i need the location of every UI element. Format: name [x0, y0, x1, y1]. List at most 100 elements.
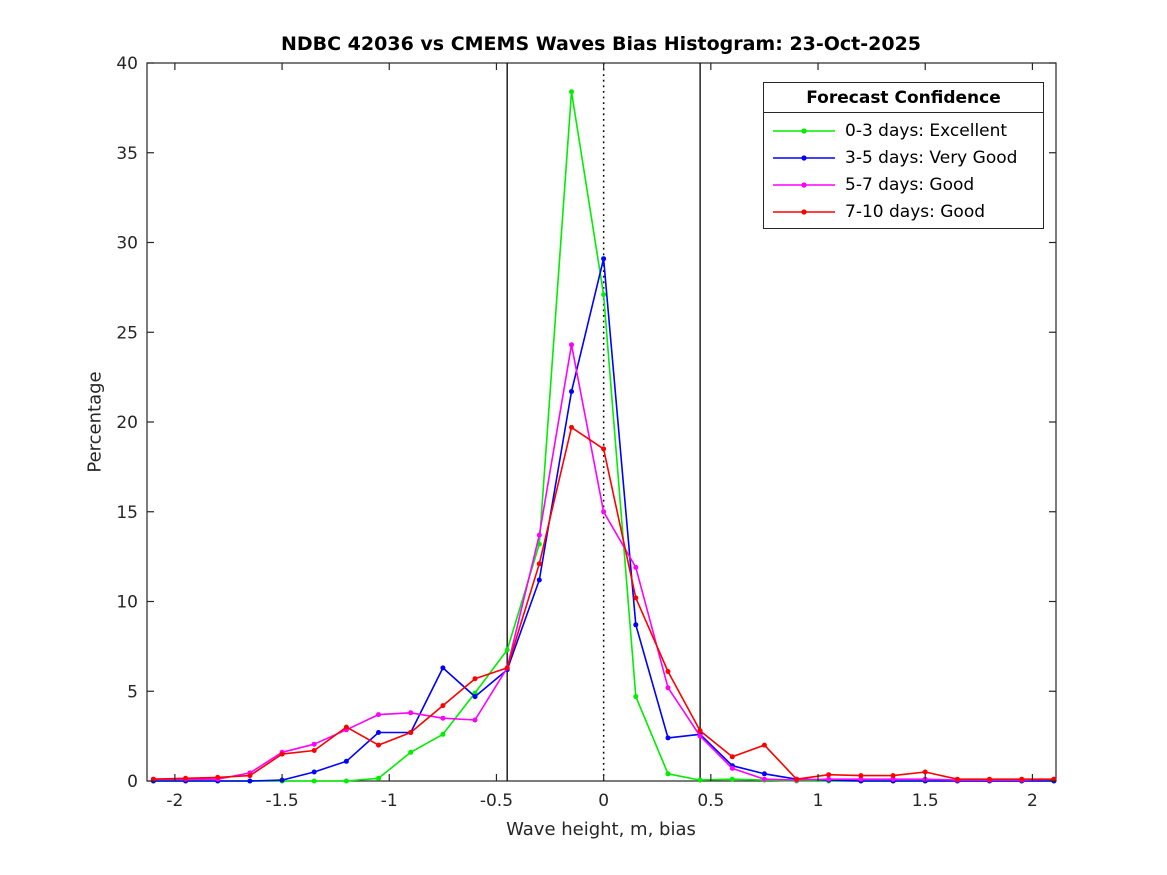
series-2-marker [761, 776, 767, 782]
series-0-marker [408, 749, 414, 755]
series-2-marker [665, 685, 671, 691]
x-tick-label: -2 [166, 791, 183, 811]
series-1-marker [343, 758, 349, 764]
series-2-marker [472, 717, 478, 723]
x-tick-label: 1.5 [912, 791, 939, 811]
series-2-marker [826, 776, 832, 782]
series-1-marker [536, 577, 542, 583]
legend-marker-sample [801, 154, 807, 161]
series-3-marker [954, 776, 960, 782]
series-3-marker [601, 446, 607, 452]
series-1-marker [247, 778, 253, 784]
series-3-marker [536, 561, 542, 567]
series-0-marker [343, 778, 349, 784]
x-tick-label: -0.5 [480, 791, 513, 811]
y-axis-label: Percentage [84, 371, 106, 473]
legend-entry: 7-10 days: Good [764, 198, 1043, 225]
series-3-marker [826, 772, 832, 778]
legend-entry: 0-3 days: Excellent [764, 117, 1043, 144]
legend-marker-sample [801, 181, 807, 188]
legend-label: 5-7 days: Good [845, 174, 975, 195]
series-0-marker [440, 731, 446, 737]
series-2-marker [569, 342, 574, 348]
x-tick-label: 0 [598, 791, 609, 811]
series-0-marker [376, 775, 381, 781]
series-3-marker [376, 742, 381, 748]
series-3-marker [215, 774, 221, 780]
series-0-marker [472, 690, 478, 696]
series-2-marker [311, 741, 317, 747]
series-1-marker [311, 769, 317, 775]
y-tick-label: 25 [116, 323, 138, 343]
series-3-marker [697, 728, 703, 734]
legend: Forecast Confidence 0-3 days: Excellent 3… [763, 82, 1044, 229]
legend-entry: 5-7 days: Good [764, 171, 1043, 198]
series-0-marker [311, 778, 317, 784]
series-1-marker [472, 694, 478, 700]
series-0-marker [569, 89, 574, 95]
y-tick-label: 5 [127, 682, 138, 702]
y-tick-label: 20 [116, 413, 138, 433]
series-3-marker [890, 773, 896, 779]
series-1-marker [665, 735, 671, 741]
series-0-marker [665, 771, 671, 777]
x-tick-label: -1.5 [265, 791, 298, 811]
series-2-marker [697, 733, 703, 739]
y-tick-label: 40 [116, 54, 138, 74]
y-tick-label: 10 [116, 593, 138, 613]
legend-label: 3-5 days: Very Good [845, 147, 1018, 168]
series-1-marker [569, 389, 574, 394]
series-0-marker [504, 647, 510, 653]
series-1-marker [601, 256, 607, 262]
y-tick-label: 30 [116, 234, 138, 254]
y-tick-label: 0 [127, 772, 138, 792]
legend-marker-sample [801, 208, 807, 215]
series-3-marker [408, 730, 414, 735]
legend-marker-sample [801, 127, 807, 134]
series-1-marker [376, 730, 381, 735]
series-0-marker [601, 292, 607, 298]
series-0-marker [729, 776, 735, 782]
series-3-marker [440, 703, 446, 709]
series-2-marker [440, 715, 446, 721]
series-2-marker [376, 712, 381, 718]
legend-rows: 0-3 days: Excellent 3-5 days: Very Good 5-… [764, 113, 1043, 225]
chart-title: NDBC 42036 vs CMEMS Waves Bias Histogram… [280, 33, 922, 55]
series-3-marker [729, 754, 735, 760]
series-1-marker [633, 622, 639, 628]
series-1-marker [761, 771, 767, 777]
series-3-marker [279, 751, 285, 757]
series-2-marker [729, 765, 735, 771]
series-3-marker [794, 776, 800, 782]
series-3-marker [472, 676, 478, 682]
y-tick-label: 15 [116, 503, 138, 523]
legend-label: 7-10 days: Good [845, 201, 986, 222]
series-3-marker [504, 665, 510, 671]
x-tick-label: 0.5 [697, 791, 724, 811]
series-3-marker [665, 669, 671, 674]
legend-sample [773, 208, 835, 215]
series-3-marker [1019, 776, 1025, 782]
series-3-marker [858, 773, 864, 779]
legend-sample [773, 181, 835, 188]
series-3-marker [343, 724, 349, 730]
series-3-marker [183, 775, 189, 781]
series-2-marker [633, 564, 639, 570]
series-3-marker [987, 776, 992, 782]
legend-label: 0-3 days: Excellent [845, 120, 1008, 141]
y-tick-label: 35 [116, 144, 138, 164]
series-2-marker [858, 776, 864, 782]
x-tick-label: 2 [1027, 791, 1038, 811]
series-0-marker [697, 777, 703, 783]
legend-sample [773, 127, 835, 134]
series-0-marker [633, 694, 639, 700]
legend-sample [773, 154, 835, 161]
series-3-marker [311, 748, 317, 753]
x-axis-label: Wave height, m, bias [506, 819, 696, 840]
series-3-marker [633, 595, 639, 601]
series-1-marker [440, 665, 446, 671]
series-3-marker [247, 773, 253, 779]
series-2-marker [890, 776, 896, 782]
